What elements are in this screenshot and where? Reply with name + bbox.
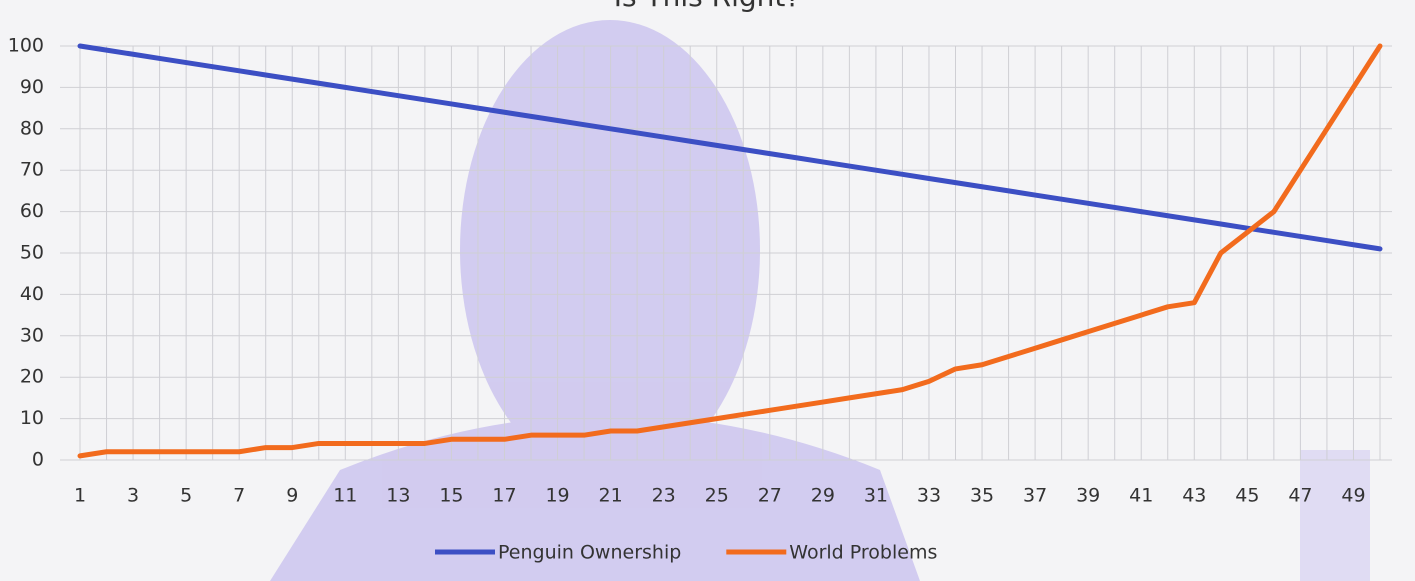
x-tick-label: 33	[917, 485, 941, 507]
y-tick-label: 20	[20, 366, 44, 388]
y-tick-label: 10	[20, 407, 44, 429]
x-tick-label: 23	[652, 485, 676, 507]
x-tick-label: 3	[127, 485, 139, 507]
y-tick-label: 90	[20, 76, 44, 98]
y-tick-label: 0	[32, 449, 44, 471]
x-tick-label: 27	[758, 485, 782, 507]
x-tick-label: 5	[180, 485, 192, 507]
y-tick-label: 80	[20, 117, 44, 139]
x-tick-label: 21	[599, 485, 623, 507]
x-tick-label: 39	[1076, 485, 1100, 507]
y-tick-label: 50	[20, 242, 44, 264]
series-line	[77, 43, 1383, 459]
x-tick-label: 47	[1288, 485, 1312, 507]
background-figure	[270, 20, 1370, 581]
y-tick-label: 40	[20, 283, 44, 305]
y-tick-label: 60	[20, 200, 44, 222]
chart-title: Is This Right?	[614, 0, 800, 13]
legend-label: World Problems	[789, 542, 937, 564]
x-tick-label: 9	[286, 485, 298, 507]
y-tick-label: 30	[20, 324, 44, 346]
x-tick-label: 29	[811, 485, 835, 507]
x-tick-label: 11	[333, 485, 357, 507]
y-tick-label: 70	[20, 159, 44, 181]
x-tick-label: 17	[492, 485, 516, 507]
x-tick-label: 45	[1235, 485, 1259, 507]
x-tick-label: 25	[705, 485, 729, 507]
x-tick-label: 31	[864, 485, 888, 507]
series-line	[77, 43, 1383, 252]
x-tick-label: 37	[1023, 485, 1047, 507]
x-tick-label: 43	[1182, 485, 1206, 507]
legend-label: Penguin Ownership	[498, 542, 681, 564]
x-tick-label: 1	[74, 485, 86, 507]
x-tick-label: 49	[1341, 485, 1365, 507]
x-tick-label: 41	[1129, 485, 1153, 507]
x-tick-label: 15	[439, 485, 463, 507]
y-tick-label: 100	[8, 35, 44, 57]
x-tick-label: 19	[545, 485, 569, 507]
x-tick-label: 13	[386, 485, 410, 507]
x-tick-label: 35	[970, 485, 994, 507]
x-tick-label: 7	[233, 485, 245, 507]
